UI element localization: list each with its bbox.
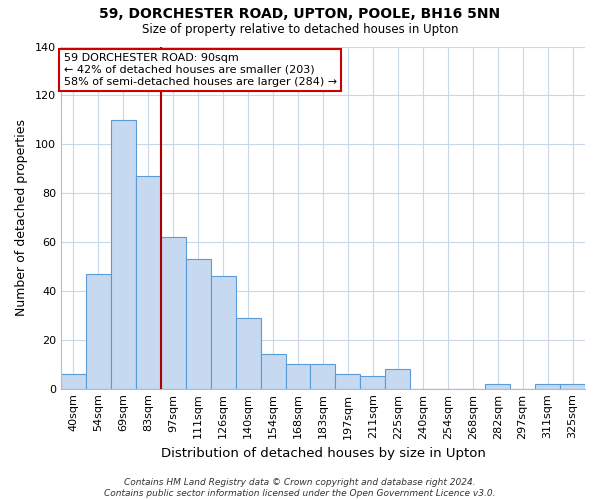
Bar	[260, 354, 286, 388]
Bar	[111, 120, 136, 388]
Bar	[61, 374, 86, 388]
Bar	[560, 384, 585, 388]
Bar	[485, 384, 510, 388]
Text: 59, DORCHESTER ROAD, UPTON, POOLE, BH16 5NN: 59, DORCHESTER ROAD, UPTON, POOLE, BH16 …	[100, 8, 500, 22]
Y-axis label: Number of detached properties: Number of detached properties	[15, 119, 28, 316]
Text: Size of property relative to detached houses in Upton: Size of property relative to detached ho…	[142, 22, 458, 36]
Bar	[286, 364, 310, 388]
Text: 59 DORCHESTER ROAD: 90sqm
← 42% of detached houses are smaller (203)
58% of semi: 59 DORCHESTER ROAD: 90sqm ← 42% of detac…	[64, 54, 337, 86]
X-axis label: Distribution of detached houses by size in Upton: Distribution of detached houses by size …	[161, 447, 485, 460]
Bar	[535, 384, 560, 388]
Bar	[310, 364, 335, 388]
Bar	[186, 259, 211, 388]
Bar	[161, 237, 186, 388]
Bar	[86, 274, 111, 388]
Bar	[236, 318, 260, 388]
Bar	[335, 374, 361, 388]
Bar	[385, 369, 410, 388]
Text: Contains HM Land Registry data © Crown copyright and database right 2024.
Contai: Contains HM Land Registry data © Crown c…	[104, 478, 496, 498]
Bar	[136, 176, 161, 388]
Bar	[211, 276, 236, 388]
Bar	[361, 376, 385, 388]
